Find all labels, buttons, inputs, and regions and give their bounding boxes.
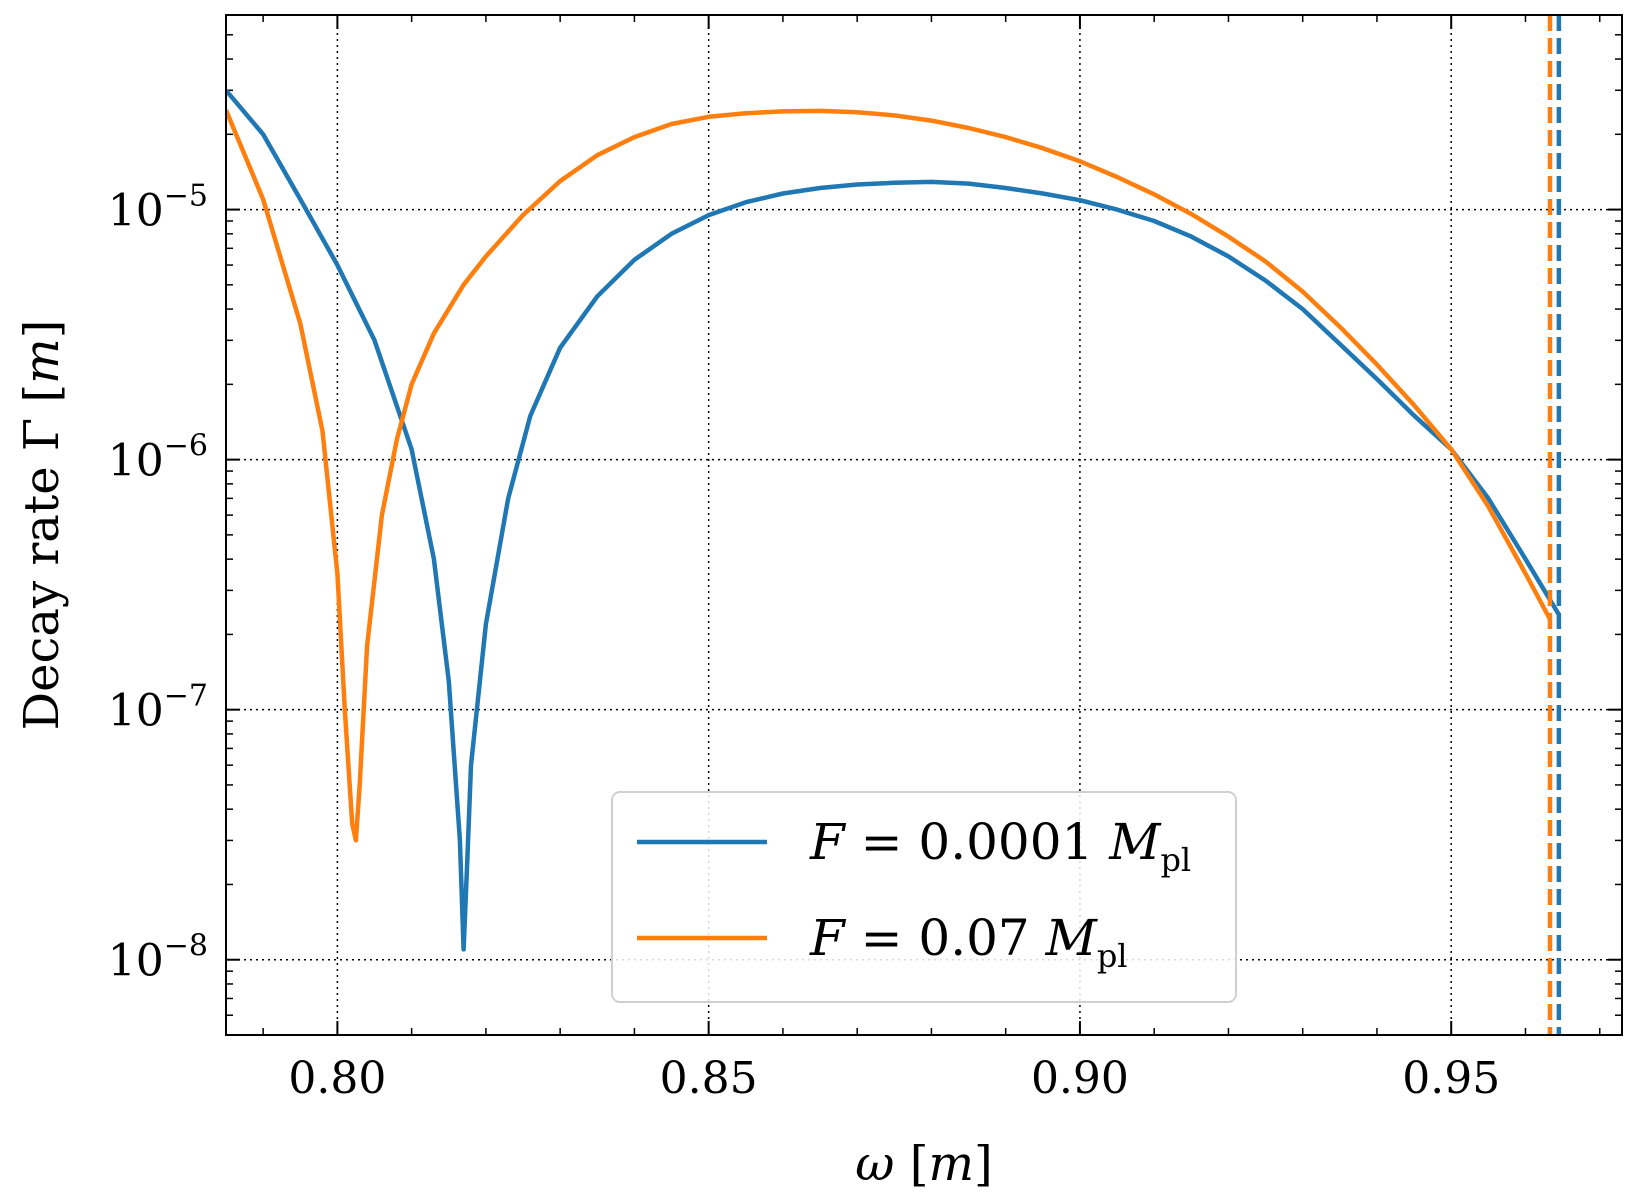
y-tick-label: 10−7 (108, 679, 208, 737)
grid (226, 15, 1622, 1035)
x-axis-label: ω [m] (855, 1136, 992, 1192)
x-tick-label: 0.90 (1031, 1053, 1129, 1104)
y-tick-label: 10−8 (108, 929, 208, 987)
series-line-1 (226, 88, 1561, 952)
y-tick-labels: 10−8 10−7 10−6 10−5 (108, 179, 208, 987)
legend: F = 0.0001 Mpl F = 0.07 Mpl (611, 791, 1237, 1003)
major-ticks (226, 15, 1622, 1035)
legend-box (611, 791, 1237, 1003)
minor-ticks (226, 15, 1622, 1035)
x-tick-label: 0.80 (288, 1053, 386, 1104)
legend-label-2: F = 0.07 Mpl (809, 909, 1128, 975)
x-tick-labels: 0.80 0.85 0.90 0.95 (288, 1053, 1500, 1104)
plot-area (226, 15, 1562, 1035)
y-axis-label: Decay rate Γ [m] (14, 320, 70, 731)
plot-frame (225, 14, 1623, 1036)
series-line-2 (226, 108, 1552, 843)
x-tick-label: 0.85 (660, 1053, 758, 1104)
y-tick-label: 10−6 (108, 429, 208, 487)
x-tick-label: 0.95 (1402, 1053, 1500, 1104)
legend-label-1: F = 0.0001 Mpl (809, 813, 1191, 879)
y-tick-label: 10−5 (108, 179, 208, 237)
